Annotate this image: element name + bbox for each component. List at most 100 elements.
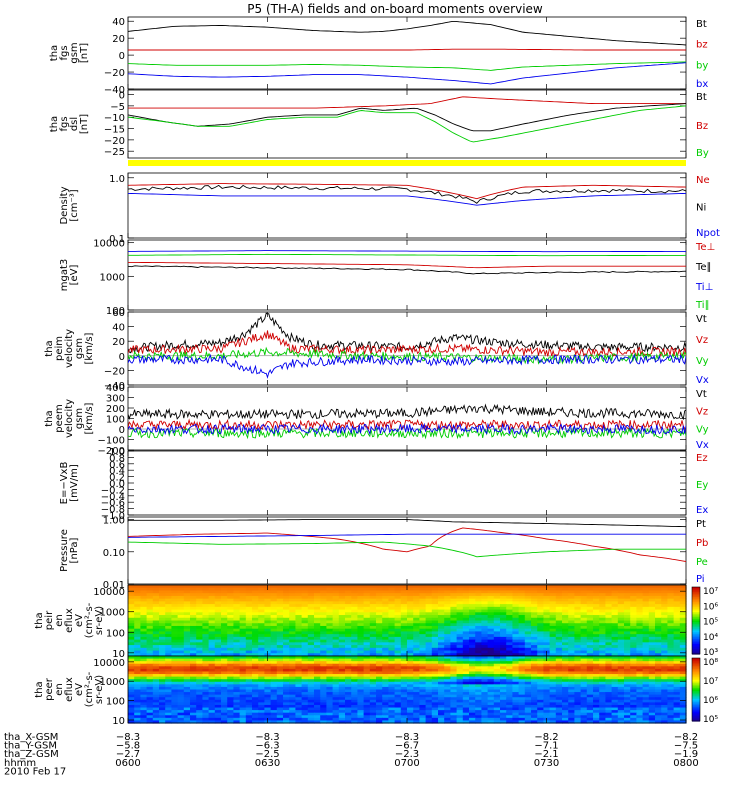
peer-spectrogram-cell [469, 697, 476, 701]
y-tick-label: 0.1 [109, 234, 125, 245]
peer-spectrogram-cell [270, 704, 278, 709]
peir-spectrogram-cell [518, 645, 526, 649]
peir-spectrogram-cell [574, 647, 582, 652]
peir-spectrogram-cell [140, 606, 148, 611]
peer-spectrogram-cell [239, 699, 247, 703]
peir-spectrogram-cell [679, 604, 687, 608]
peir-spectrogram-cell [369, 636, 377, 641]
peer-spectrogram-cell [152, 656, 160, 660]
peir-spectrogram-cell [239, 609, 247, 613]
peer-spectrogram-cell [394, 656, 402, 660]
peir-spectrogram-cell [599, 647, 606, 652]
peer-spectrogram-cell [661, 674, 668, 678]
peer-spectrogram-cell [462, 712, 470, 716]
peer-spectrogram-cell [450, 715, 458, 719]
peer-spectrogram-cell [568, 671, 575, 675]
peir-spectrogram-cell [407, 647, 414, 652]
peer-spectrogram-cell [245, 717, 253, 722]
peer-spectrogram-cell [425, 684, 433, 688]
peer-spectrogram-cell [630, 715, 637, 719]
peer-spectrogram-cell [233, 694, 241, 698]
peer-spectrogram-cell [208, 715, 216, 719]
peir-spectrogram-cell [171, 590, 179, 594]
peer-spectrogram-cell [289, 694, 296, 698]
peir-spectrogram-cell [667, 615, 675, 619]
peir-spectrogram-cell [493, 604, 501, 608]
peer-spectrogram-cell [586, 668, 594, 673]
peer-spectrogram-cell [586, 666, 594, 670]
peer-spectrogram-cell [555, 704, 563, 709]
peer-spectrogram-cell [227, 681, 234, 685]
peir-spectrogram-cell [202, 653, 210, 657]
peer-spectrogram-cell [357, 715, 365, 719]
peir-spectrogram-cell [276, 587, 284, 592]
peer-spectrogram-cell [524, 661, 532, 665]
peer-spectrogram-cell [363, 674, 371, 678]
peir-spectrogram-cell [524, 601, 532, 605]
peir-spectrogram-cell [376, 647, 383, 652]
peir-spectrogram-cell [580, 612, 588, 616]
peir-spectrogram-cell [214, 625, 222, 630]
peir-spectrogram-cell [419, 587, 427, 592]
peer-spectrogram-cell [456, 671, 464, 675]
peer-spectrogram-cell [617, 712, 625, 716]
peir-spectrogram-cell [338, 585, 346, 589]
peir-spectrogram-cell [400, 645, 408, 649]
peer-spectrogram-cell [481, 666, 489, 670]
peir-spectrogram-cell [289, 606, 296, 611]
peer-spectrogram-cell [320, 704, 327, 709]
peir-spectrogram-cell [245, 639, 253, 643]
peir-spectrogram-cell [512, 647, 520, 652]
peir-spectrogram-cell [555, 601, 563, 605]
peer-spectrogram-cell [531, 699, 538, 703]
peer-spectrogram-cell [481, 663, 489, 667]
peir-spectrogram-cell [444, 625, 451, 630]
peer-spectrogram-cell [524, 704, 532, 709]
peir-spectrogram-cell [252, 612, 259, 616]
peer-spectrogram-cell [475, 666, 482, 670]
peer-spectrogram-cell [667, 699, 675, 703]
peer-spectrogram-cell [568, 692, 575, 696]
peer-spectrogram-cell [462, 656, 470, 660]
peir-spectrogram-cell [295, 650, 303, 654]
peer-spectrogram-cell [394, 684, 402, 688]
peir-spectrogram-cell [605, 593, 613, 597]
colorbar-step [692, 592, 700, 595]
peir-spectrogram-cell [128, 650, 135, 654]
y-tick-label: 0.8 [109, 453, 125, 464]
peer-spectrogram-cell [469, 671, 476, 675]
peir-spectrogram-cell [543, 598, 551, 602]
peir-spectrogram-cell [413, 645, 420, 649]
peer-spectrogram-cell [580, 663, 588, 667]
peer-spectrogram-cell [326, 676, 334, 680]
peer-spectrogram-cell [580, 674, 588, 678]
peer-spectrogram-cell [152, 663, 160, 667]
peir-spectrogram-cell [413, 650, 420, 654]
peir-spectrogram-cell [345, 617, 352, 622]
peer-spectrogram-cell [214, 712, 222, 716]
peer-spectrogram-cell [617, 658, 625, 662]
y-axis-label: en [54, 614, 65, 627]
peir-spectrogram-cell [574, 595, 582, 600]
peir-spectrogram-cell [233, 606, 241, 611]
y-tick-label: 0.0 [109, 479, 125, 490]
peir-spectrogram-cell [586, 598, 594, 602]
peir-spectrogram-cell [462, 650, 470, 654]
peer-spectrogram-cell [301, 663, 309, 667]
peir-spectrogram-cell [307, 634, 315, 638]
peir-spectrogram-cell [369, 598, 377, 602]
peir-spectrogram-cell [438, 617, 445, 622]
peer-spectrogram-cell [636, 712, 644, 716]
peer-spectrogram-cell [593, 686, 600, 691]
peer-spectrogram-cell [636, 697, 644, 701]
peer-spectrogram-cell [295, 699, 303, 703]
peir-spectrogram-cell [140, 645, 148, 649]
peir-spectrogram-cell [487, 601, 495, 605]
peir-spectrogram-cell [419, 625, 427, 630]
peer-spectrogram-cell [295, 681, 303, 685]
peir-spectrogram-cell [512, 650, 520, 654]
peer-spectrogram-cell [624, 717, 631, 722]
peir-spectrogram-cell [500, 590, 507, 594]
peer-spectrogram-cell [537, 717, 544, 722]
peir-spectrogram-cell [369, 612, 377, 616]
